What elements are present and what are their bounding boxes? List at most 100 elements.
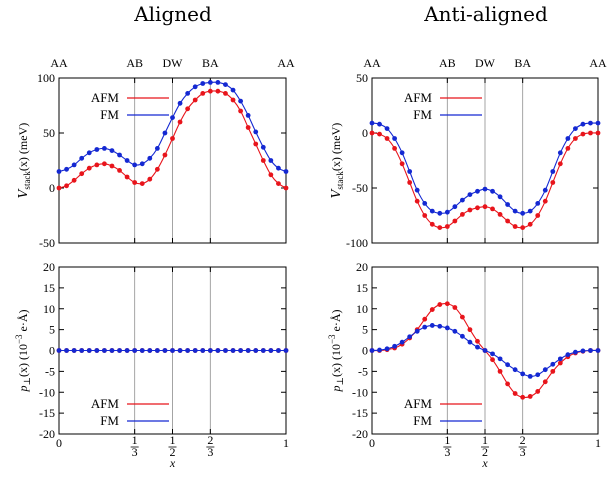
data-point-fm bbox=[283, 169, 289, 174]
data-point-afm bbox=[580, 131, 586, 137]
data-point-afm bbox=[162, 152, 168, 158]
data-point-afm bbox=[414, 198, 420, 204]
data-point-afm bbox=[384, 136, 390, 141]
data-point-fm bbox=[377, 121, 382, 127]
data-point-fm bbox=[414, 328, 420, 334]
data-point-fm bbox=[132, 162, 138, 168]
data-point-afm bbox=[460, 212, 465, 217]
data-point-fm bbox=[230, 87, 236, 93]
y-tick-label: -20 bbox=[39, 427, 55, 441]
x-tick-label-den: 3 bbox=[207, 445, 213, 459]
x-tick-label-den: 3 bbox=[132, 445, 138, 459]
data-point-afm bbox=[117, 168, 122, 173]
data-point-fm bbox=[475, 188, 480, 194]
y-tick-label: -5 bbox=[358, 364, 368, 378]
x-axis-label: x bbox=[169, 456, 176, 470]
x-axis-label: x bbox=[481, 456, 488, 470]
data-point-fm bbox=[245, 348, 251, 353]
legend-label-afm: AFM bbox=[91, 90, 120, 105]
data-point-afm bbox=[94, 162, 100, 168]
data-point-fm bbox=[392, 343, 397, 349]
data-point-fm bbox=[565, 136, 571, 141]
data-point-afm bbox=[444, 224, 450, 229]
data-point-fm bbox=[520, 210, 526, 216]
data-point-fm bbox=[475, 344, 480, 350]
x-tick-label-den: 3 bbox=[520, 445, 526, 459]
data-point-fm bbox=[505, 362, 510, 368]
y-tick-label: 50 bbox=[43, 126, 55, 140]
y-tick-label: -20 bbox=[352, 427, 368, 441]
legend-label-fm: FM bbox=[100, 107, 119, 122]
data-point-fm bbox=[407, 334, 413, 340]
data-point-fm bbox=[399, 150, 405, 156]
data-point-fm bbox=[207, 80, 213, 85]
data-point-fm bbox=[124, 158, 130, 163]
y-tick-label: 15 bbox=[356, 281, 368, 295]
data-point-afm bbox=[527, 394, 533, 399]
data-point-fm bbox=[268, 158, 274, 163]
x-tick-label: 0 bbox=[56, 436, 62, 450]
x-tick-label-den: 3 bbox=[444, 445, 450, 459]
data-point-fm bbox=[102, 146, 107, 151]
data-point-fm bbox=[260, 348, 266, 353]
x-tick-label: 0 bbox=[369, 436, 375, 450]
data-point-afm bbox=[399, 161, 405, 167]
y-tick-label: 0 bbox=[49, 344, 55, 358]
data-point-fm bbox=[377, 347, 382, 353]
y-tick-label: -10 bbox=[39, 385, 55, 399]
data-point-fm bbox=[117, 348, 122, 353]
y-tick-label: 20 bbox=[43, 260, 55, 274]
data-point-afm bbox=[268, 172, 274, 178]
data-point-afm bbox=[207, 88, 213, 94]
x-tick-label-num: 1 bbox=[444, 433, 450, 447]
data-point-fm bbox=[185, 348, 191, 353]
data-point-fm bbox=[185, 91, 191, 96]
data-point-afm bbox=[283, 185, 289, 191]
data-point-fm bbox=[490, 188, 495, 194]
data-point-afm bbox=[377, 131, 382, 137]
data-point-fm bbox=[467, 339, 473, 345]
data-point-fm bbox=[215, 80, 221, 85]
data-point-fm bbox=[192, 84, 198, 90]
data-point-fm bbox=[588, 348, 593, 353]
data-point-fm bbox=[253, 129, 259, 135]
data-point-fm bbox=[177, 100, 183, 106]
data-point-fm bbox=[71, 348, 77, 353]
y-tick-label: -100 bbox=[346, 236, 368, 250]
data-point-afm bbox=[437, 302, 443, 307]
data-point-afm bbox=[260, 158, 266, 163]
data-point-fm bbox=[444, 209, 450, 215]
data-point-fm bbox=[147, 155, 153, 161]
data-point-fm bbox=[276, 348, 281, 353]
data-point-afm bbox=[429, 307, 435, 312]
data-point-fm bbox=[79, 348, 85, 353]
y-axis-label: Vstack(x) (meV) bbox=[16, 123, 32, 198]
data-point-afm bbox=[154, 166, 160, 172]
data-point-fm bbox=[460, 333, 465, 339]
data-point-afm bbox=[200, 91, 206, 96]
title-anti-aligned: Anti-aligned bbox=[423, 2, 548, 26]
data-point-fm bbox=[535, 201, 541, 206]
data-point-afm bbox=[542, 198, 548, 204]
data-point-afm bbox=[429, 221, 435, 227]
stacking-label-ba: BA bbox=[202, 56, 219, 70]
data-point-fm bbox=[162, 348, 168, 353]
data-point-fm bbox=[147, 348, 153, 353]
data-point-afm bbox=[124, 174, 130, 180]
x-tick-label-num: 1 bbox=[170, 433, 176, 447]
x-tick-label-num: 2 bbox=[207, 433, 213, 447]
data-point-fm bbox=[542, 187, 548, 193]
data-point-fm bbox=[437, 323, 443, 329]
data-point-fm bbox=[452, 204, 458, 210]
data-point-fm bbox=[162, 130, 168, 136]
data-point-fm bbox=[557, 150, 563, 156]
data-point-fm bbox=[223, 348, 228, 353]
x-tick-label: 1 bbox=[595, 436, 601, 450]
data-point-afm bbox=[64, 183, 69, 189]
data-point-fm bbox=[595, 120, 601, 126]
data-point-fm bbox=[580, 348, 586, 354]
data-point-afm bbox=[467, 327, 473, 333]
stacking-label-aa: AA bbox=[589, 56, 607, 70]
data-point-fm bbox=[207, 348, 213, 353]
legend: AFM FM bbox=[404, 396, 482, 428]
